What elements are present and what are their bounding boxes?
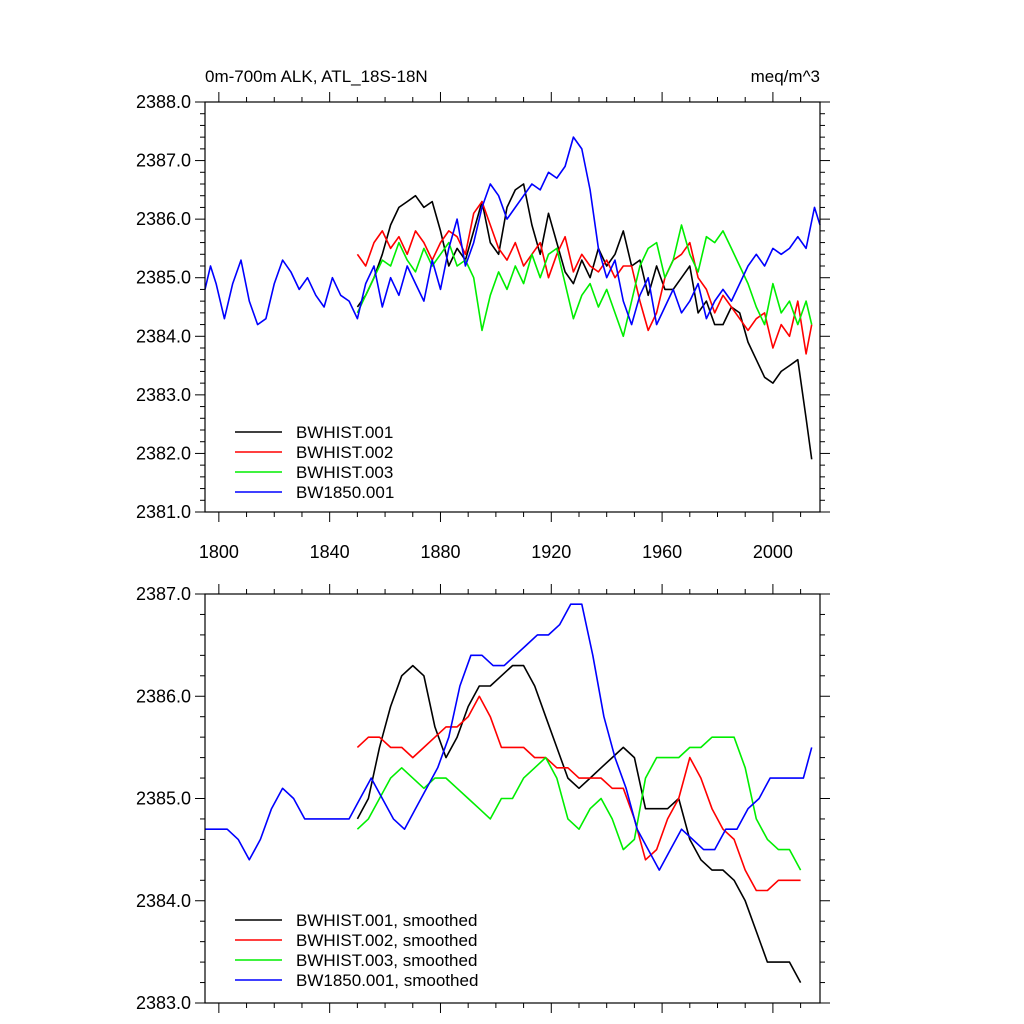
top-plot-frame bbox=[204, 101, 821, 513]
y-tick-label: 2386.0 bbox=[136, 209, 191, 229]
series-line-1 bbox=[356, 200, 813, 355]
y-tick-label: 2388.0 bbox=[136, 92, 191, 112]
y-tick-label: 2384.0 bbox=[136, 326, 191, 346]
x-tick-label: 1920 bbox=[531, 542, 571, 562]
y-tick-label: 2386.0 bbox=[136, 686, 191, 706]
chart-units: meq/m^3 bbox=[751, 67, 820, 86]
x-tick-label: 1960 bbox=[642, 542, 682, 562]
top-series-lines bbox=[204, 136, 821, 460]
y-tick-label: 2382.0 bbox=[136, 443, 191, 463]
top-panel: 0m-700m ALK, ATL_18S-18N meq/m^3 2381.02… bbox=[136, 67, 830, 562]
series-line-0 bbox=[356, 664, 802, 983]
series-line-1 bbox=[356, 695, 801, 892]
series-line-3 bbox=[204, 136, 821, 326]
y-tick-label: 2383.0 bbox=[136, 385, 191, 405]
legend-label: BWHIST.003, smoothed bbox=[296, 951, 477, 970]
y-tick-label: 2384.0 bbox=[136, 891, 191, 911]
legend-label: BW1850.001 bbox=[296, 483, 394, 502]
series-line-2 bbox=[356, 224, 813, 338]
bottom-axis-ticks: 2383.0 2384.0 2385.0 2386.0 2387.0 bbox=[136, 584, 830, 1013]
y-tick-label: 2387.0 bbox=[136, 151, 191, 171]
y-tick-label: 2381.0 bbox=[136, 502, 191, 522]
y-tick-label: 2383.0 bbox=[136, 993, 191, 1013]
bottom-series-lines bbox=[205, 603, 813, 983]
legend-label: BWHIST.001, smoothed bbox=[296, 911, 477, 930]
bottom-panel: 2383.0 2384.0 2385.0 2386.0 2387.0 BWHIST.00… bbox=[136, 584, 830, 1013]
x-tick-label: 1840 bbox=[310, 542, 350, 562]
legend-label: BWHIST.002, smoothed bbox=[296, 931, 477, 950]
chart-title: 0m-700m ALK, ATL_18S-18N bbox=[205, 67, 428, 86]
x-tick-label: 1800 bbox=[199, 542, 239, 562]
legend-label: BW1850.001, smoothed bbox=[296, 971, 478, 990]
y-tick-label: 2387.0 bbox=[136, 584, 191, 604]
x-tick-label: 1880 bbox=[420, 542, 460, 562]
series-line-2 bbox=[356, 736, 802, 871]
legend-label: BWHIST.001 bbox=[296, 423, 393, 442]
series-line-0 bbox=[356, 183, 813, 460]
legend-label: BWHIST.002 bbox=[296, 443, 393, 462]
bottom-plot-frame bbox=[204, 593, 821, 1004]
y-tick-label: 2385.0 bbox=[136, 268, 191, 288]
y-tick-label: 2385.0 bbox=[136, 789, 191, 809]
x-tick-label: 2000 bbox=[753, 542, 793, 562]
legend-label: BWHIST.003 bbox=[296, 463, 393, 482]
top-axis-ticks: 2381.0 2382.0 2383.0 2384.0 2385.0 2386.0 2387… bbox=[136, 92, 830, 562]
series-line-3 bbox=[205, 603, 813, 871]
